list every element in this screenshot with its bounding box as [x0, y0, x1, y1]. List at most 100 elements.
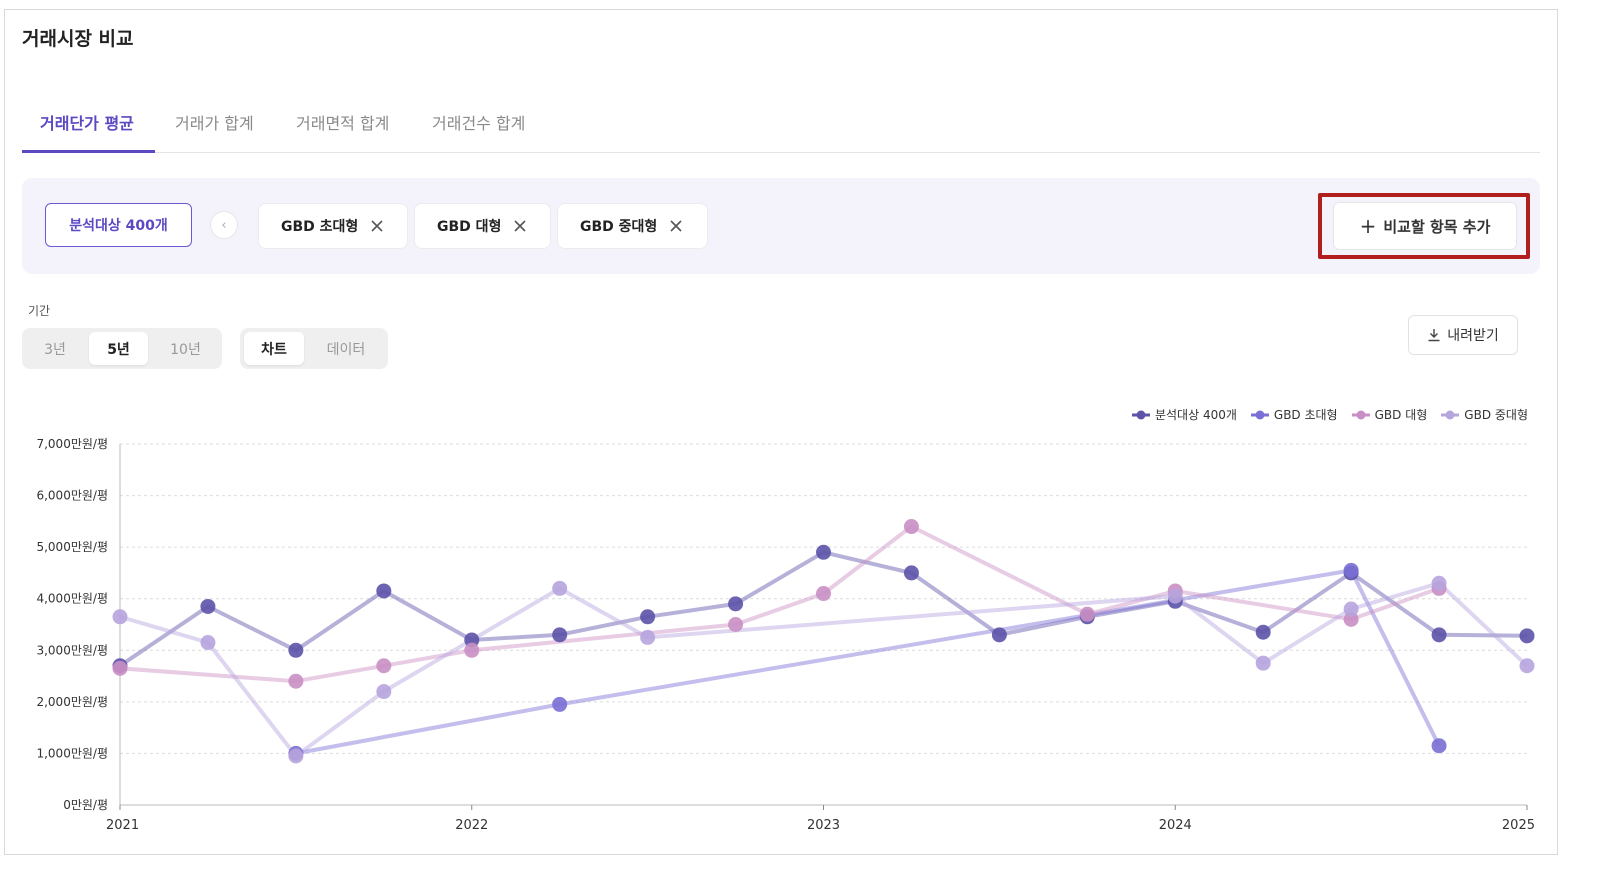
compare-chip-gbd-large: GBD 대형: [414, 203, 551, 249]
data-point: [1519, 658, 1535, 674]
tab-bar: 거래단가 평균 거래가 합계 거래면적 합계 거래건수 합계: [22, 100, 1540, 153]
y-tick-label: 7,000만원/평: [36, 437, 108, 451]
data-point: [1343, 601, 1359, 617]
legend-swatch: [1250, 410, 1269, 419]
y-tick-label: 5,000만원/평: [36, 540, 108, 554]
y-tick-label: 0만원/평: [63, 798, 108, 812]
data-point: [376, 684, 392, 700]
legend-swatch: [1351, 410, 1370, 419]
legend-swatch: [1441, 410, 1460, 419]
data-point: [1343, 562, 1359, 578]
data-point: [1167, 588, 1183, 604]
data-point: [1519, 628, 1535, 644]
x-tick-label: 2021: [106, 818, 139, 833]
period-option-5y[interactable]: 5년: [89, 332, 148, 365]
compare-chip-gbd-medium: GBD 중대형: [557, 203, 708, 249]
legend-swatch: [1131, 410, 1150, 419]
data-point: [728, 596, 744, 612]
add-compare-item-button[interactable]: + 비교할 항목 추가: [1333, 202, 1517, 250]
data-point: [200, 598, 216, 614]
data-point: [464, 632, 480, 648]
compare-chip-gbd-xl: GBD 초대형: [258, 203, 408, 249]
legend-item[interactable]: GBD 초대형: [1250, 406, 1338, 423]
data-point: [552, 627, 568, 643]
x-tick-label: 2023: [807, 818, 840, 833]
series-line: [118, 550, 1528, 668]
chevron-left-icon[interactable]: ‹: [210, 211, 238, 239]
close-icon[interactable]: [370, 219, 384, 233]
base-target-chip[interactable]: 분석대상 400개: [45, 203, 192, 247]
download-icon: [1428, 329, 1440, 342]
x-tick-label: 2024: [1159, 818, 1192, 833]
data-point: [1431, 738, 1447, 754]
view-selector: 차트 데이터: [240, 328, 388, 369]
legend-label: GBD 대형: [1374, 408, 1428, 422]
x-tick-label: 2022: [455, 818, 488, 833]
chart-legend: 분석대상 400개 GBD 초대형 GBD 대형 GBD 중대형: [1131, 406, 1528, 423]
data-point: [728, 617, 744, 632]
data-point: [112, 660, 128, 676]
data-point: [1079, 606, 1095, 622]
legend-label: 분석대상 400개: [1154, 408, 1237, 422]
data-point: [816, 544, 831, 560]
period-selector: 3년 5년 10년: [22, 328, 222, 369]
add-compare-item-label: 비교할 항목 추가: [1383, 217, 1491, 236]
data-point: [903, 519, 919, 535]
close-icon[interactable]: [513, 219, 527, 233]
y-tick-label: 6,000만원/평: [36, 489, 108, 503]
y-tick-label: 2,000만원/평: [36, 695, 108, 709]
tab-total-area[interactable]: 거래면적 합계: [296, 114, 390, 133]
plus-icon: +: [1359, 214, 1377, 238]
active-tab-indicator: [22, 150, 155, 153]
tab-total-count[interactable]: 거래건수 합계: [432, 114, 526, 133]
data-point: [552, 696, 568, 712]
data-point: [640, 629, 656, 645]
data-point: [288, 642, 304, 658]
close-icon[interactable]: [669, 219, 683, 233]
compare-bar: 분석대상 400개 ‹ GBD 초대형 GBD 대형 GBD 중대형 + 비교할…: [22, 178, 1540, 274]
series-line: [119, 524, 1440, 684]
compare-chip-label: GBD 중대형: [580, 219, 658, 235]
data-point: [288, 748, 304, 764]
data-point: [376, 583, 392, 599]
x-tick-label: 2025: [1502, 818, 1535, 833]
view-option-chart[interactable]: 차트: [244, 332, 304, 365]
data-point: [200, 635, 216, 651]
legend-item[interactable]: GBD 중대형: [1441, 406, 1528, 423]
data-point: [1255, 624, 1271, 640]
data-point: [1255, 655, 1271, 671]
compare-chip-label: GBD 대형: [437, 219, 502, 235]
legend-label: GBD 초대형: [1273, 408, 1338, 422]
y-tick-label: 3,000만원/평: [36, 643, 108, 657]
data-point: [903, 565, 919, 581]
page-title: 거래시장 비교: [22, 28, 134, 50]
data-point: [640, 609, 656, 625]
data-point: [1343, 611, 1359, 627]
data-point: [1431, 627, 1447, 643]
view-option-data[interactable]: 데이터: [326, 341, 366, 358]
legend-label: GBD 중대형: [1464, 408, 1528, 422]
period-option-10y[interactable]: 10년: [170, 341, 201, 358]
page-frame: [4, 9, 1558, 855]
data-point: [288, 673, 304, 689]
tab-avg-unit-price[interactable]: 거래단가 평균: [40, 114, 134, 133]
compare-chip-label: GBD 초대형: [281, 219, 359, 235]
series-line: [295, 568, 1441, 756]
y-tick-label: 1,000만원/평: [36, 746, 108, 760]
tab-total-price[interactable]: 거래가 합계: [175, 114, 254, 133]
legend-item[interactable]: 분석대상 400개: [1131, 406, 1237, 423]
period-option-3y[interactable]: 3년: [44, 341, 66, 358]
data-point: [376, 658, 392, 674]
data-point: [552, 580, 568, 596]
data-point: [991, 627, 1007, 643]
download-button[interactable]: 내려받기: [1408, 315, 1518, 355]
y-tick-label: 4,000만원/평: [36, 592, 108, 606]
data-point: [464, 642, 480, 658]
download-label: 내려받기: [1447, 328, 1499, 344]
data-point: [1431, 575, 1447, 591]
series-line: [119, 581, 1529, 758]
data-point: [112, 609, 128, 625]
period-label: 기간: [28, 304, 51, 318]
legend-item[interactable]: GBD 대형: [1351, 406, 1428, 423]
